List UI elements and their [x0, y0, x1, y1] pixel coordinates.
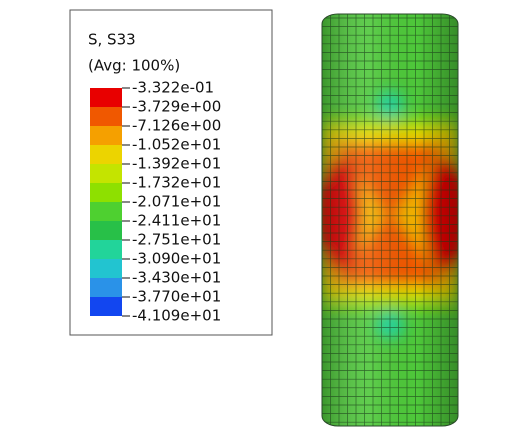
legend-swatch [90, 202, 122, 221]
legend-label: -3.090e+01 [132, 250, 221, 268]
legend-swatch [90, 240, 122, 259]
cylinder [318, 14, 467, 426]
legend-label: -3.729e+00 [132, 98, 221, 116]
legend-label: -2.751e+01 [132, 231, 221, 249]
legend-label: -7.126e+00 [132, 117, 221, 135]
legend-swatch [90, 259, 122, 278]
legend-label: -4.109e+01 [132, 307, 221, 325]
color-bar [90, 88, 122, 316]
legend-swatch [90, 107, 122, 126]
legend-label: -3.770e+01 [132, 288, 221, 306]
legend-title: S, S33 [88, 31, 136, 49]
legend-swatch [90, 164, 122, 183]
legend-labels: -3.322e-01-3.729e+00-7.126e+00-1.052e+01… [122, 79, 221, 325]
legend-swatch [90, 183, 122, 202]
legend-label: -1.052e+01 [132, 136, 221, 154]
legend-swatch [90, 88, 122, 107]
legend-swatch [90, 297, 122, 316]
legend-swatch [90, 145, 122, 164]
legend-label: -1.732e+01 [132, 174, 221, 192]
legend-swatch [90, 221, 122, 240]
legend-label: -2.411e+01 [132, 212, 221, 230]
viewport: S, S33 (Avg: 100%) -3.322e-01-3.729e+00-… [0, 0, 518, 435]
legend-swatch [90, 278, 122, 297]
legend-label: -1.392e+01 [132, 155, 221, 173]
legend-label: -2.071e+01 [132, 193, 221, 211]
legend-subtitle: (Avg: 100%) [88, 57, 180, 75]
legend-swatch [90, 126, 122, 145]
legend-label: -3.322e-01 [132, 79, 214, 97]
legend-label: -3.430e+01 [132, 269, 221, 287]
